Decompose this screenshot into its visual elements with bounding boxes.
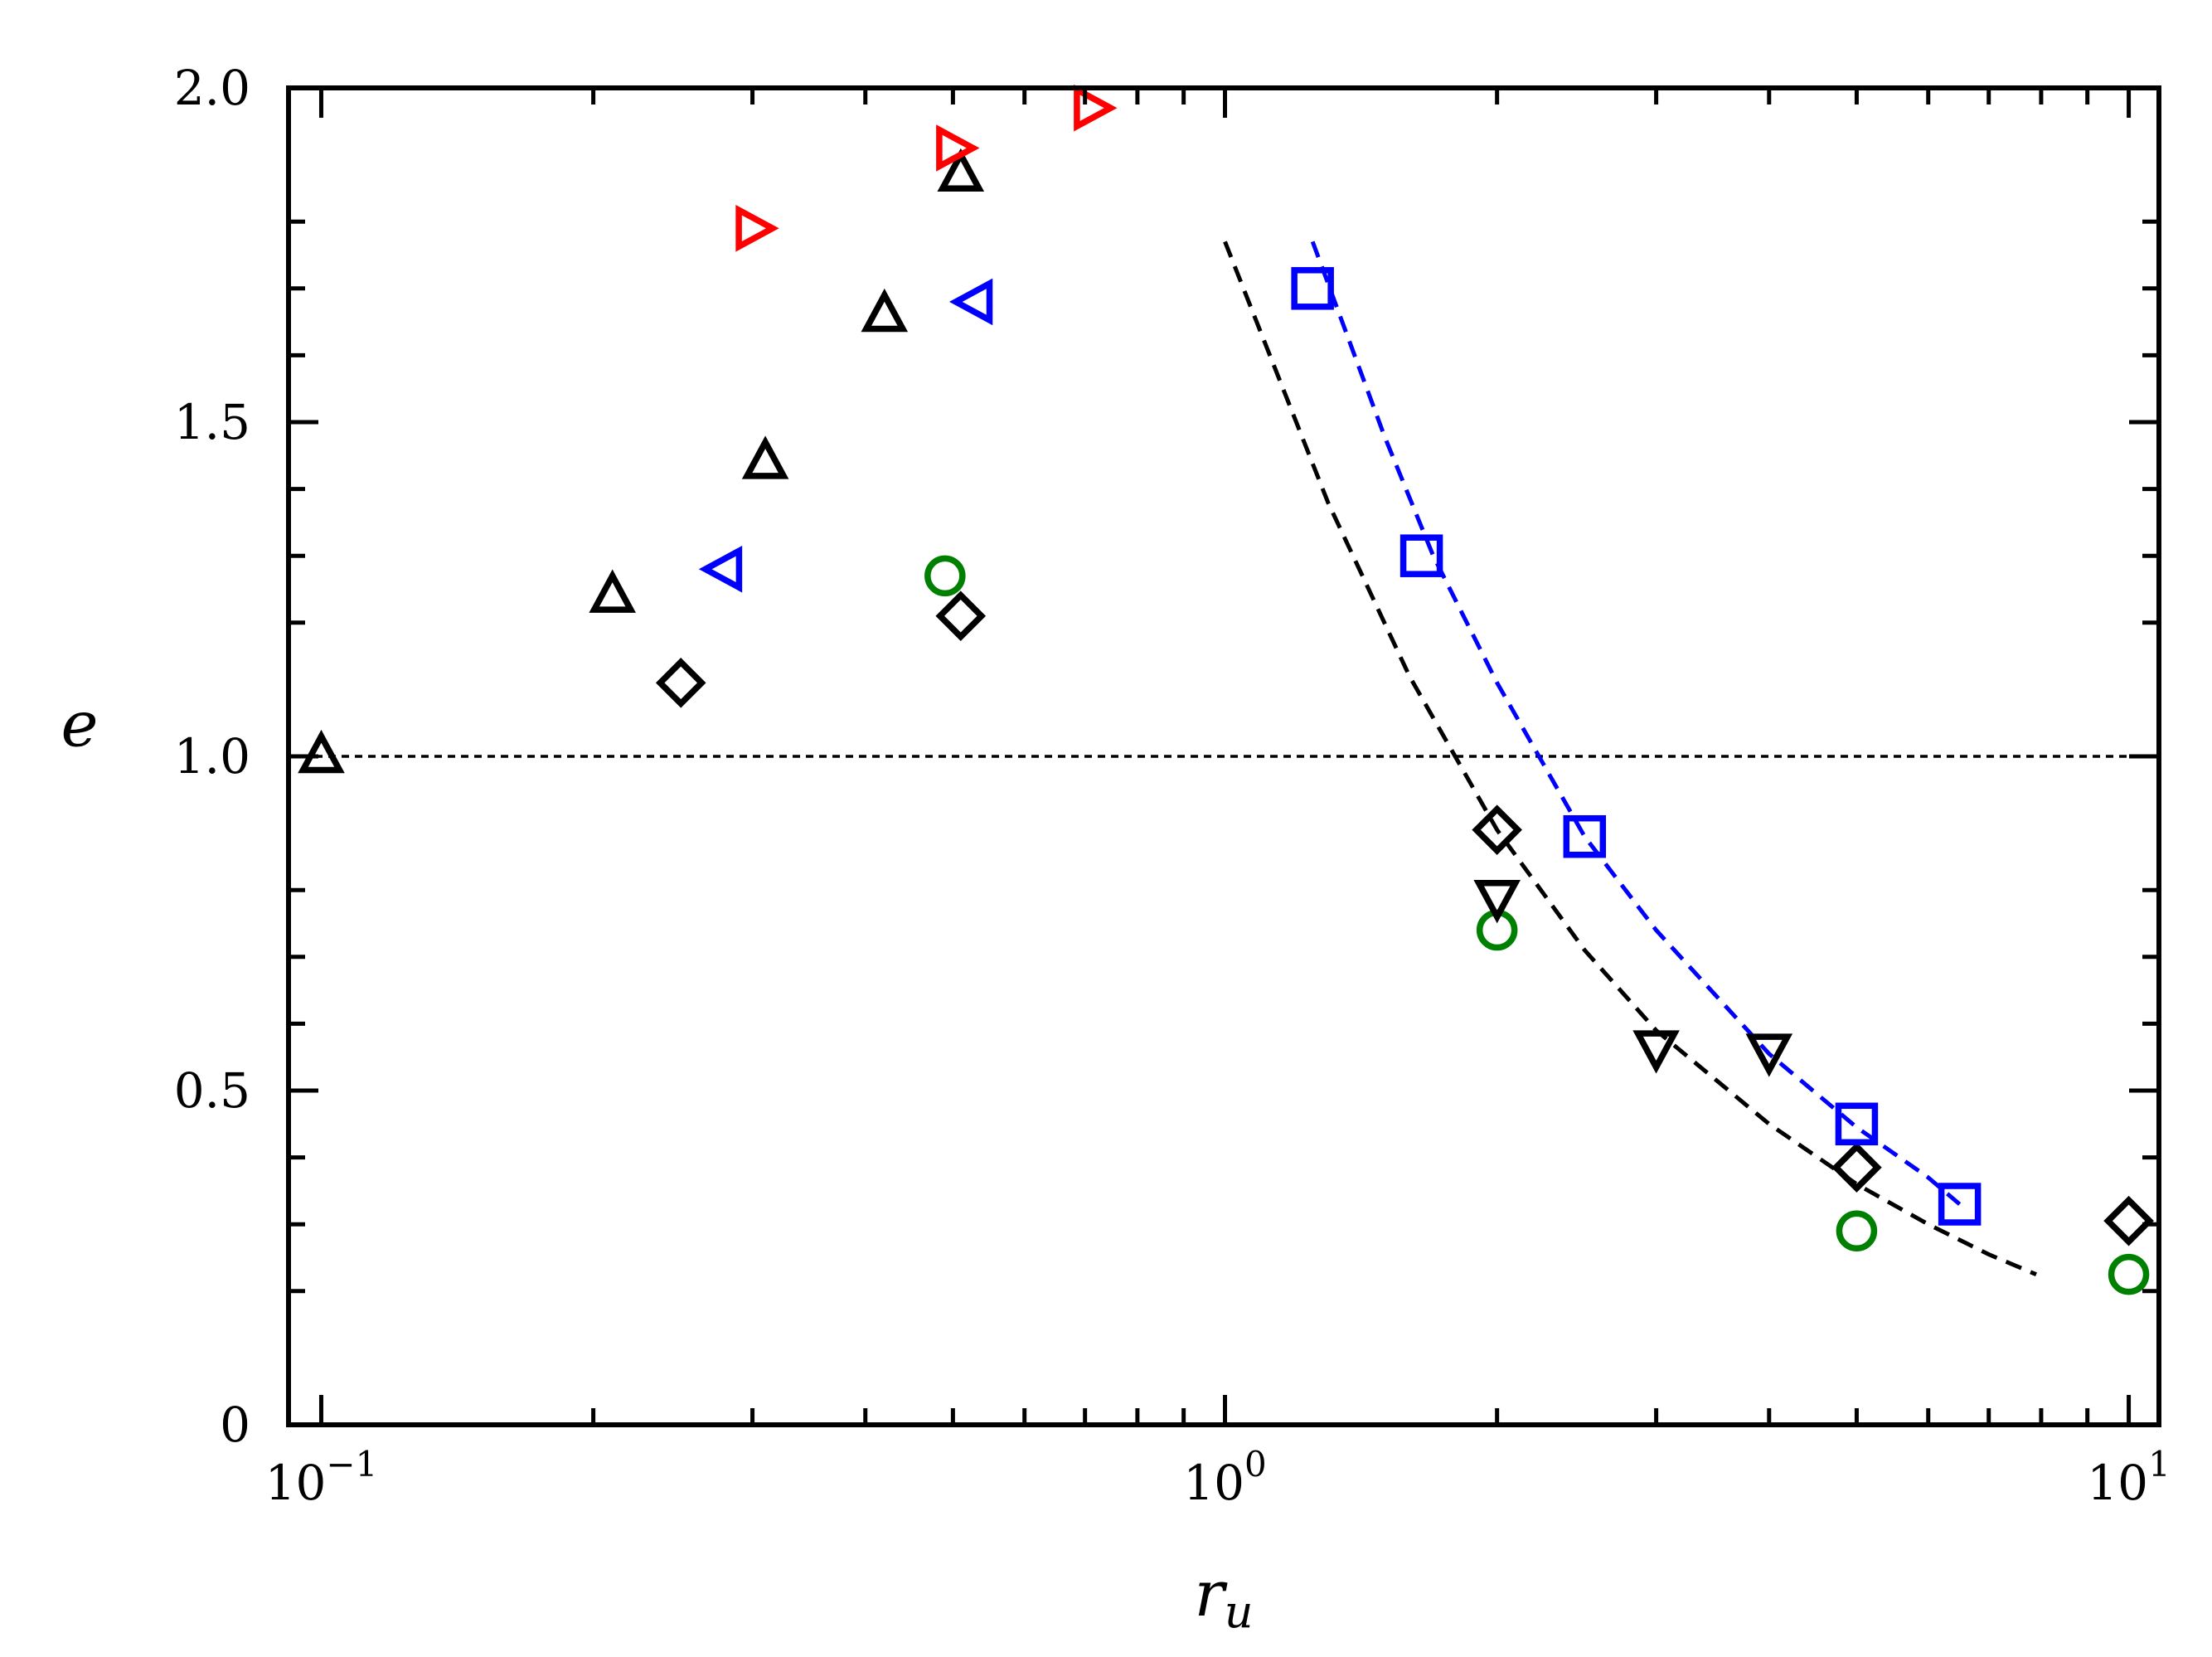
diamond-marker [1831, 1142, 1882, 1193]
x-tick-label-exponent: 0 [1244, 1444, 1267, 1484]
y-tick-label: 0 [220, 1397, 250, 1453]
x-tick-label-exponent: 1 [2148, 1444, 2171, 1484]
y-tick-label: 2.0 [174, 60, 250, 116]
x-axis-label-base: r [1194, 1557, 1228, 1630]
x-tick-label-exponent: −1 [326, 1444, 377, 1484]
circle-marker [924, 555, 966, 597]
triangle-right-marker [1074, 84, 1118, 132]
x-tick-label-base: 10 [1183, 1455, 1244, 1511]
y-tick-label: 1.5 [174, 394, 250, 450]
square-marker [1835, 1102, 1879, 1146]
square-marker [1938, 1183, 1982, 1226]
data-markers [298, 84, 2154, 1295]
triangle-up-marker [937, 148, 985, 192]
triangle-left-marker [698, 546, 743, 593]
triangle-right-marker [936, 124, 980, 172]
x-axis-label-subscript: u [1225, 1586, 1254, 1638]
y-axis-label: e [61, 688, 99, 761]
circle-marker [2108, 1253, 2150, 1295]
diamond-marker [655, 658, 706, 708]
x-tick-label-base: 10 [2087, 1455, 2148, 1511]
x-axis-label: ru [1194, 1557, 1253, 1638]
diamond-marker [935, 590, 987, 642]
diamond-marker [1472, 804, 1522, 855]
fit-curve-2 [1310, 241, 1962, 1206]
x-tick-label: 100 [1183, 1444, 1267, 1511]
x-tick-label-base: 10 [265, 1455, 327, 1511]
y-tick-labels: 0 0.5 1.0 1.5 2.0 [174, 60, 250, 1453]
triangle-up-marker [861, 288, 909, 333]
plot-frame [286, 85, 2161, 1427]
triangle-left-marker [948, 278, 993, 326]
square-marker [1563, 814, 1607, 858]
diamond-marker [2103, 1195, 2154, 1246]
x-tick-label: 10−1 [265, 1444, 378, 1511]
triangle-down-marker [1632, 1030, 1680, 1074]
triangle-down-marker [1745, 1033, 1793, 1077]
y-tick-label: 0.5 [174, 1062, 250, 1119]
triangle-down-marker [1473, 880, 1521, 924]
y-tick-label: 1.0 [174, 728, 250, 785]
circle-marker [1836, 1210, 1878, 1252]
triangle-up-marker [589, 569, 636, 613]
triangle-up-marker [741, 435, 789, 479]
x-tick-labels: 10−1 100 101 [265, 1444, 2171, 1511]
triangle-up-marker [298, 729, 345, 774]
triangle-right-marker [735, 205, 779, 252]
square-marker [1291, 267, 1334, 310]
fit-curves [1223, 241, 2037, 1277]
square-marker [1399, 534, 1443, 577]
x-tick-label: 101 [2087, 1444, 2171, 1511]
fit-curve-1 [1223, 241, 2037, 1277]
